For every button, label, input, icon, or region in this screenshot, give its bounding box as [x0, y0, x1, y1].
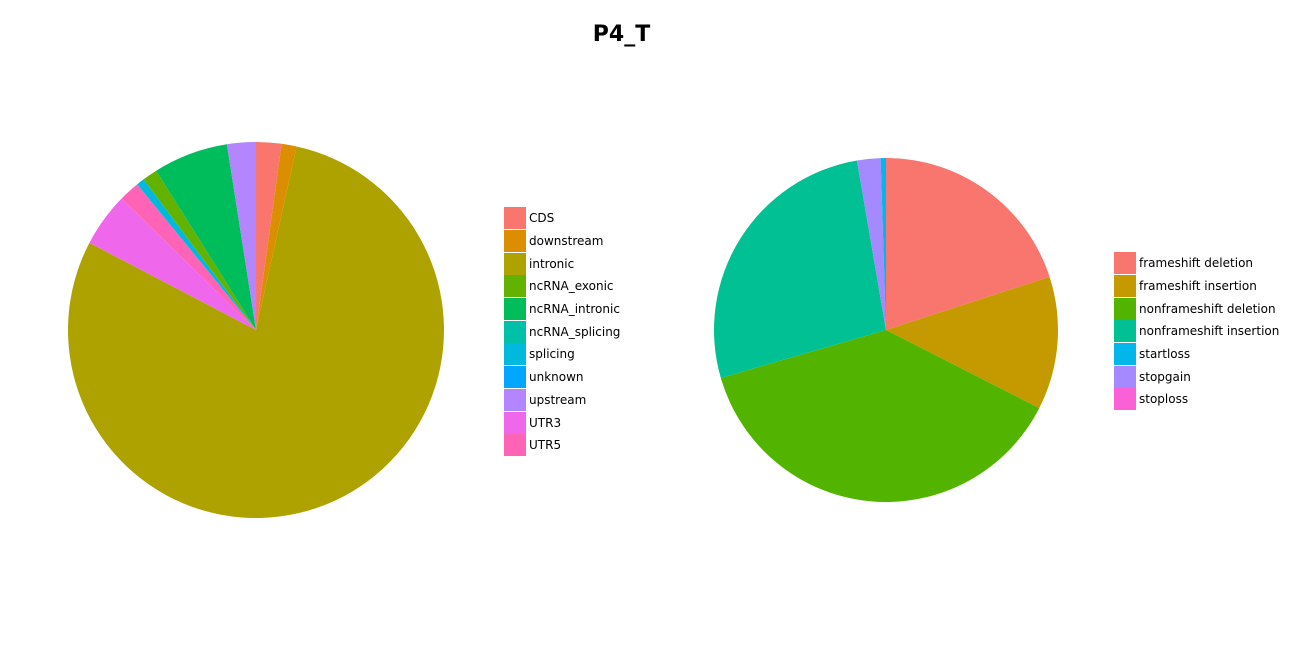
- legend-item-frameshift-insertion: frameshift insertion: [1114, 275, 1279, 298]
- legend-item-ncrna-exonic: ncRNA_exonic: [504, 275, 620, 298]
- legend-item-utr5: UTR5: [504, 434, 620, 457]
- pie-slice-nonframeshift-deletion: [720, 330, 1040, 503]
- pie-slice-nonframeshift-insertion: [713, 160, 886, 378]
- pie-slice-upstream: [226, 142, 256, 330]
- legend-label: upstream: [529, 392, 587, 407]
- pie-slice-frameshift-deletion: [886, 158, 1050, 330]
- legend-item-unknown: unknown: [504, 366, 620, 389]
- legend-swatch: [504, 298, 526, 321]
- legend-label: UTR5: [529, 438, 562, 453]
- legend-label: frameshift insertion: [1139, 279, 1257, 294]
- legend-label: stoploss: [1139, 392, 1189, 407]
- pie-slice-splicing: [137, 179, 256, 330]
- legend-swatch: [1114, 297, 1136, 320]
- pie-slice-stopgain: [856, 158, 886, 330]
- legend-label: nonframeshift deletion: [1139, 301, 1276, 316]
- legend-label: unknown: [529, 370, 584, 385]
- legend-label: UTR3: [529, 415, 562, 430]
- legend-item-nonframeshift-insertion: nonframeshift insertion: [1114, 320, 1279, 343]
- legend-label: startloss: [1139, 347, 1191, 362]
- legend-swatch: [504, 411, 526, 434]
- pie-slice-ncrna-exonic: [143, 170, 256, 330]
- legend-item-ncrna-intronic: ncRNA_intronic: [504, 298, 620, 321]
- legend-swatch: [504, 252, 526, 275]
- pie-chart-region-types: [67, 142, 444, 518]
- legend-swatch: [1114, 365, 1136, 388]
- legend-swatch: [1114, 343, 1136, 366]
- pie-slice-utr3: [89, 198, 256, 330]
- legend-swatch: [1114, 252, 1136, 275]
- legend-label: ncRNA_splicing: [529, 324, 621, 339]
- legend-swatch: [504, 366, 526, 389]
- legend-swatch: [504, 320, 526, 343]
- legend-item-startloss: startloss: [1114, 343, 1279, 366]
- legend-mutation-types: frameshift deletion frameshift insertion n…: [1114, 252, 1279, 411]
- legend-label: CDS: [529, 211, 555, 226]
- legend-swatch: [504, 434, 526, 457]
- legend-swatch: [1114, 320, 1136, 343]
- pie-chart-mutation-types: [713, 158, 1058, 503]
- legend-item-upstream: upstream: [504, 388, 620, 412]
- pie-slice-intronic: [67, 146, 444, 518]
- legend-item-downstream: downstream: [504, 230, 620, 253]
- legend-label: ncRNA_intronic: [529, 302, 620, 317]
- legend-swatch: [504, 207, 526, 230]
- legend-item-intronic: intronic: [504, 252, 620, 275]
- legend-label: splicing: [529, 347, 575, 362]
- legend-swatch: [504, 230, 526, 253]
- legend-item-ncrna-splicing: ncRNA_splicing: [504, 320, 620, 343]
- legend-item-splicing: splicing: [504, 343, 620, 366]
- legend-region-types: CDS downstream intronic ncRNA_exonic ncRNA_i…: [504, 207, 620, 457]
- legend-label: stopgain: [1139, 369, 1191, 384]
- legend-swatch: [504, 275, 526, 298]
- legend-swatch: [1114, 275, 1136, 298]
- pie-slice-frameshift-insertion: [886, 276, 1058, 409]
- pie-slice-ncrna-intronic: [156, 144, 256, 330]
- legend-label: ncRNA_exonic: [529, 279, 614, 294]
- chart-title: P4_T: [592, 22, 651, 47]
- legend-item-nonframeshift-deletion: nonframeshift deletion: [1114, 297, 1279, 320]
- legend-label: downstream: [529, 234, 604, 249]
- legend-label: intronic: [529, 256, 575, 271]
- pie-slice-downstream: [256, 143, 297, 330]
- legend-item-stoploss: stoploss: [1114, 388, 1279, 411]
- legend-swatch: [504, 388, 526, 411]
- legend-item-cds: CDS: [504, 207, 620, 230]
- pie-slice-utr5: [121, 184, 256, 330]
- legend-swatch: [1114, 388, 1136, 411]
- legend-item-utr3: UTR3: [504, 411, 620, 434]
- legend-item-stopgain: stopgain: [1114, 365, 1279, 388]
- legend-swatch: [504, 343, 526, 366]
- legend-item-frameshift-deletion: frameshift deletion: [1114, 252, 1279, 275]
- legend-label: frameshift deletion: [1139, 256, 1254, 271]
- legend-label: nonframeshift insertion: [1139, 324, 1280, 339]
- pie-slice-startloss: [880, 158, 886, 330]
- pie-slice-cds: [256, 142, 282, 330]
